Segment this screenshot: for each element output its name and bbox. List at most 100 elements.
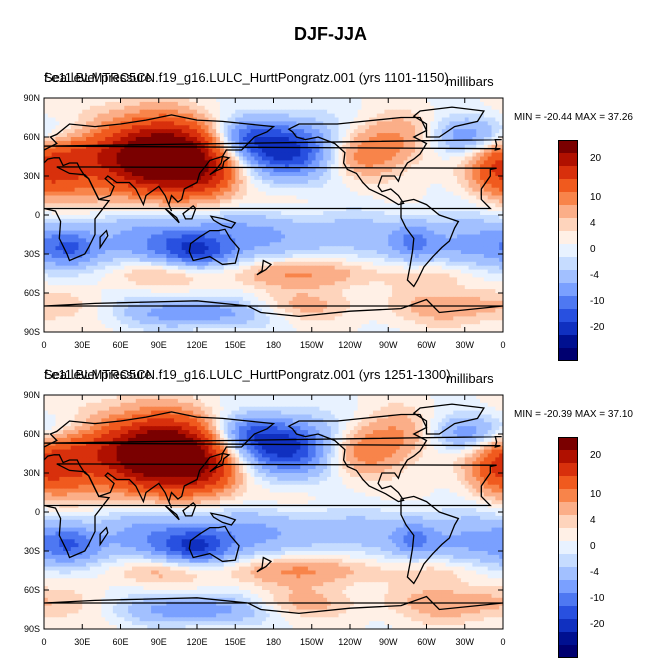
field-cell [135,168,141,173]
field-cell [395,152,401,158]
field-cell [327,125,332,130]
field-cell [66,98,72,103]
field-cell [288,101,294,107]
field-cell [55,113,60,119]
field-cell [47,160,53,165]
field-cell [97,129,102,134]
field-cell [158,172,164,177]
field-cell [403,195,408,200]
field-cell [315,168,320,173]
field-cell [388,160,393,165]
field-cell [296,234,301,239]
field-cell [162,98,167,103]
field-cell [495,215,500,220]
field-cell [223,211,229,216]
field-cell [495,246,500,251]
field-cell [399,215,405,220]
field-cell [495,183,500,189]
field-cell [109,117,114,122]
field-cell [361,215,366,220]
field-cell [197,199,202,204]
field-cell [204,254,210,259]
field-cell [204,199,210,204]
field-cell [460,125,466,130]
field-cell [334,144,340,150]
field-cell [139,226,145,232]
field-cell [242,105,248,111]
field-cell [120,140,125,146]
field-cell [464,215,470,220]
field-cell [437,250,443,255]
field-cell [472,199,477,204]
field-cell [74,117,80,122]
field-cell [162,246,167,251]
field-cell [342,179,347,185]
field-cell [51,238,57,243]
field-cell [361,98,366,103]
field-cell [120,133,125,138]
field-cell [258,207,263,212]
field-cell [277,183,282,189]
field-cell [147,109,152,115]
field-cell [380,144,386,150]
field-cell [89,109,95,115]
field-cell [170,250,175,255]
field-cell [392,113,397,119]
field-cell [246,211,252,216]
field-cell [453,101,458,107]
field-cell [239,254,244,259]
field-cell [51,113,57,119]
field-cell [78,179,83,185]
field-cell [284,257,290,263]
field-cell [197,250,202,255]
field-cell [418,144,424,150]
field-cell [334,113,340,119]
field-cell [47,125,53,130]
field-cell [350,172,355,177]
field-cell [139,129,145,134]
field-cell [457,148,462,154]
field-cell [128,183,133,189]
field-cell [330,98,336,103]
field-cell [120,254,125,259]
field-cell [128,133,133,138]
field-cell [281,234,286,239]
field-cell [350,133,355,138]
field-cell [296,211,301,216]
field-cell [235,195,240,200]
field-cell [480,140,485,146]
field-cell [392,156,397,161]
field-cell [487,144,493,150]
field-cell [338,164,343,169]
field-cell [483,144,489,150]
field-cell [181,156,187,161]
field-cell [158,129,164,134]
field-cell [212,160,217,165]
field-cell [151,257,156,263]
field-cell [491,226,496,232]
field-cell [47,98,53,103]
field-cell [177,215,183,220]
field-cell [158,105,164,111]
field-cell [93,113,99,119]
field-cell [250,226,255,232]
field-cell [143,148,148,154]
field-cell [63,199,68,204]
field-cell [70,137,76,142]
field-cell [304,230,309,236]
field-cell [338,105,343,111]
field-cell [227,168,233,173]
field-cell [254,246,259,251]
field-cell [174,101,179,107]
field-cell [59,148,64,154]
field-cell [105,203,110,208]
field-cell [315,125,320,130]
field-cell [181,176,187,181]
field-cell [174,121,179,126]
field-cell [128,250,133,255]
field-cell [468,203,473,208]
field-cell [311,254,317,259]
field-cell [189,191,194,197]
field-cell [86,207,91,212]
field-cell [151,254,156,259]
